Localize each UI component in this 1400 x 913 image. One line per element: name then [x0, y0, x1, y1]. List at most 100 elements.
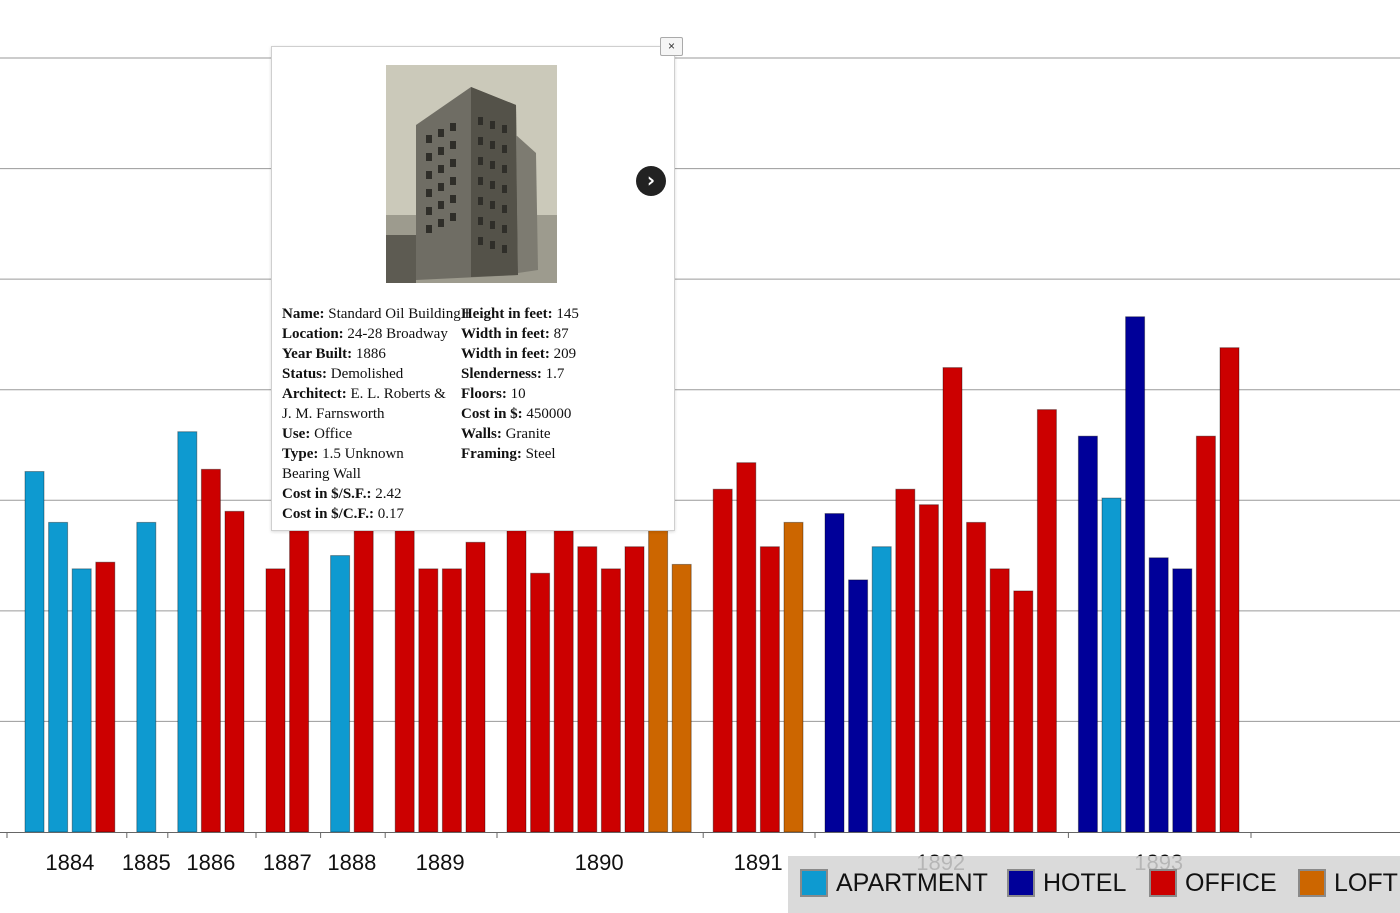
left-label: Name:: [282, 306, 325, 322]
bar-1892-office[interactable]: [942, 367, 963, 833]
bar-1889-office[interactable]: [465, 541, 486, 833]
bar-1887-office[interactable]: [289, 521, 310, 833]
bar-1890-office[interactable]: [624, 546, 645, 833]
x-tick-label-1888: 1888: [327, 850, 376, 875]
bar-1890-office[interactable]: [600, 568, 621, 833]
left-row: Cost in $/S.F.: 2.42: [282, 484, 462, 504]
legend-swatch-apartment: [800, 869, 828, 897]
next-button[interactable]: ›: [636, 166, 666, 196]
legend-label-loft: LOFT: [1334, 868, 1398, 897]
bar-1892-office[interactable]: [966, 521, 987, 833]
bar-1890-office[interactable]: [530, 572, 551, 833]
x-tick-label-1886: 1886: [186, 850, 235, 875]
bar-1886-office[interactable]: [224, 510, 245, 833]
right-value: 145: [552, 306, 579, 322]
right-label: Floors:: [461, 386, 507, 402]
bar-1893-apartment[interactable]: [1101, 497, 1122, 833]
bar-1892-office[interactable]: [1036, 409, 1057, 833]
bar-1893-hotel[interactable]: [1148, 557, 1169, 833]
right-value: 1.7: [541, 366, 565, 382]
x-tick-label-1887: 1887: [263, 850, 312, 875]
left-value: 0.17: [373, 506, 404, 522]
legend-swatch-loft: [1298, 869, 1326, 897]
right-row: Framing: Steel: [461, 444, 671, 464]
legend-label-apartment: APARTMENT: [836, 868, 988, 897]
bar-1884-apartment[interactable]: [48, 521, 69, 833]
legend-item-office[interactable]: OFFICE: [1149, 868, 1277, 898]
bar-1891-loft[interactable]: [783, 521, 804, 833]
bar-1887-office[interactable]: [265, 568, 286, 833]
left-label: Use:: [282, 426, 311, 442]
x-tick-label-1885: 1885: [122, 850, 171, 875]
left-value: Office: [310, 426, 353, 442]
left-row: Name: Standard Oil Building I: [282, 304, 469, 324]
bar-1884-apartment[interactable]: [71, 568, 92, 833]
bar-1892-office[interactable]: [1013, 590, 1034, 833]
bar-1890-loft[interactable]: [671, 563, 692, 833]
right-value: 209: [549, 346, 577, 362]
legend-item-hotel[interactable]: HOTEL: [1007, 868, 1126, 898]
left-label: Cost in $/S.F.:: [282, 486, 372, 502]
legend: APARTMENT HOTEL OFFICE LOFT: [788, 856, 1400, 913]
legend-swatch-office: [1149, 869, 1177, 897]
bar-1891-office[interactable]: [736, 462, 757, 833]
bar-1886-office[interactable]: [200, 468, 221, 833]
bar-1893-hotel[interactable]: [1125, 316, 1146, 833]
bar-1890-office[interactable]: [506, 521, 527, 833]
left-row: Year Built: 1886: [282, 344, 462, 364]
bar-1893-hotel[interactable]: [1172, 568, 1193, 833]
details-left-column: Name: Standard Oil Building I Location: 2…: [282, 304, 469, 524]
left-row: Type: 1.5 Unknown: [282, 444, 462, 464]
x-tick-label-1891: 1891: [734, 850, 783, 875]
bar-1888-apartment[interactable]: [330, 555, 351, 833]
bar-1891-office[interactable]: [712, 488, 733, 833]
left-value: Standard Oil Building I: [324, 306, 470, 322]
left-row: Status: Demolished: [282, 364, 462, 384]
right-row: Slenderness: 1.7: [461, 364, 671, 384]
x-tick-label-1884: 1884: [45, 850, 94, 875]
bar-1893-office[interactable]: [1219, 347, 1240, 833]
bar-1892-hotel[interactable]: [824, 513, 845, 833]
bar-1890-loft[interactable]: [648, 513, 669, 833]
left-label: Location:: [282, 326, 344, 342]
bar-1890-office[interactable]: [577, 546, 598, 833]
right-row: Height in feet: 145: [461, 304, 671, 324]
bar-1889-office[interactable]: [394, 521, 415, 833]
right-row: Walls: Granite: [461, 424, 671, 444]
left-value: 24-28 Broadway: [343, 326, 448, 342]
bar-1885-apartment[interactable]: [136, 521, 157, 833]
bar-1892-hotel[interactable]: [848, 579, 869, 833]
left-value: J. M. Farnsworth: [282, 406, 385, 422]
bar-1884-apartment[interactable]: [24, 471, 45, 833]
bar-1884-office[interactable]: [95, 561, 116, 833]
right-label: Slenderness:: [461, 366, 542, 382]
right-row: Floors: 10: [461, 384, 671, 404]
left-label: Architect:: [282, 386, 347, 402]
bar-1892-office[interactable]: [989, 568, 1010, 833]
left-row: Bearing Wall: [282, 464, 462, 484]
bar-1892-apartment[interactable]: [871, 546, 892, 833]
left-label: Status:: [282, 366, 328, 382]
bar-1888-office[interactable]: [353, 521, 374, 833]
legend-swatch-hotel: [1007, 869, 1035, 897]
bar-1889-office[interactable]: [441, 568, 462, 833]
close-button[interactable]: ×: [660, 37, 683, 56]
bar-1893-hotel[interactable]: [1077, 435, 1098, 833]
x-tick-label-1890: 1890: [575, 850, 624, 875]
left-value: 1886: [352, 346, 386, 362]
bar-1886-apartment[interactable]: [177, 431, 198, 833]
legend-item-loft[interactable]: LOFT: [1298, 868, 1398, 898]
bar-1889-office[interactable]: [418, 568, 439, 833]
right-row: Width in feet: 209: [461, 344, 671, 364]
right-row: Cost in $: 450000: [461, 404, 671, 424]
bar-1891-office[interactable]: [759, 546, 780, 833]
bar-1893-office[interactable]: [1195, 435, 1216, 833]
legend-item-apartment[interactable]: APARTMENT: [800, 868, 988, 898]
left-label: Type:: [282, 446, 319, 462]
x-tick-label-1889: 1889: [416, 850, 465, 875]
right-value: Steel: [521, 446, 556, 462]
right-label: Walls:: [461, 426, 502, 442]
bar-1892-office[interactable]: [895, 488, 916, 833]
legend-label-hotel: HOTEL: [1043, 868, 1127, 897]
bar-1892-office[interactable]: [918, 504, 939, 833]
